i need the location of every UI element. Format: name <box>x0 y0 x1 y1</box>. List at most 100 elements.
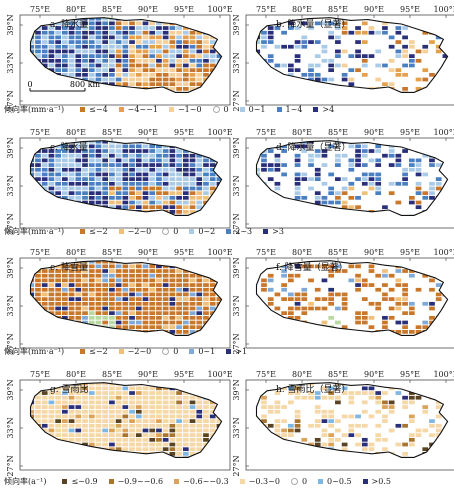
lon-tick-label: 100°E <box>207 248 232 257</box>
grid-cell <box>395 391 402 395</box>
legend-item: 0 <box>212 105 229 114</box>
grid-cell <box>182 391 189 395</box>
grid-cell <box>182 306 189 311</box>
grid-cell <box>176 297 182 301</box>
grid-cell <box>88 400 95 405</box>
grid-cell <box>415 191 422 196</box>
grid-cell <box>209 63 216 68</box>
grid-cell <box>308 40 314 44</box>
grid-cell <box>115 40 122 44</box>
grid-cell <box>156 72 162 77</box>
grid-cell <box>135 447 142 452</box>
grid-cell <box>176 325 182 330</box>
grid-cell <box>335 40 341 44</box>
grid-cell <box>281 264 287 269</box>
grid-cell <box>95 320 102 325</box>
grid-cell <box>301 264 308 269</box>
grid-cell <box>301 21 308 26</box>
grid-cell <box>328 35 335 40</box>
map-panel: 75°E80°E85°E90°E95°E100°E39°N33°N27°Nf. … <box>232 248 454 355</box>
grid-cell <box>102 144 109 149</box>
grid-cell <box>395 330 402 334</box>
grid-cell <box>35 287 41 292</box>
grid-cell <box>75 437 82 442</box>
grid-cell <box>361 283 368 287</box>
grid-cell <box>115 167 122 172</box>
lat-tick-label: 27°N <box>6 213 15 234</box>
grid-cell <box>203 177 209 181</box>
grid-cell <box>361 437 368 442</box>
grid-cell <box>68 35 75 40</box>
grid-cell <box>109 423 115 428</box>
grid-cell <box>149 21 156 26</box>
grid-cell <box>435 49 442 54</box>
grid-cell <box>375 144 382 149</box>
grid-cell <box>62 423 68 428</box>
grid-cell <box>408 163 415 167</box>
grid-cell <box>209 58 216 63</box>
grid-cell <box>182 297 189 301</box>
grid-cell <box>41 400 48 405</box>
panel-title: a. 降水量 <box>50 18 88 30</box>
lon-tick-label: 85°E <box>102 5 122 14</box>
grid-cell <box>368 158 375 163</box>
grid-cell <box>176 177 182 181</box>
grid-cell <box>314 72 321 77</box>
grid-cell <box>182 40 189 44</box>
legend-title: 倾向率(mm·a⁻¹) <box>4 227 65 236</box>
grid-cell <box>209 163 216 167</box>
grid-cell <box>102 149 109 153</box>
grid-cell <box>328 30 335 35</box>
grid-cell <box>203 63 209 68</box>
grid-cell <box>48 40 55 44</box>
grid-cell <box>149 437 156 442</box>
grid-cell <box>48 414 55 419</box>
grid-cell <box>149 200 156 205</box>
grid-cell <box>176 158 182 163</box>
lon-tick-label: 75°E <box>256 248 276 257</box>
lon-tick-label: 100°E <box>433 5 454 14</box>
grid-cell <box>82 40 88 44</box>
grid-cell <box>176 181 182 186</box>
grid-cell <box>169 181 176 186</box>
grid-cell <box>169 320 176 325</box>
grid-cell <box>88 153 95 158</box>
grid-cell <box>82 400 88 405</box>
legend-item: −0.9~−0.6 <box>108 477 163 486</box>
grid-cell <box>196 409 203 414</box>
grid-cell <box>402 49 408 54</box>
grid-cell <box>156 405 162 409</box>
grid-cell <box>88 195 95 200</box>
grid-cell <box>156 177 162 181</box>
lon-tick-label: 75°E <box>30 370 50 379</box>
grid-cell <box>328 442 335 447</box>
grid-cell <box>388 149 395 153</box>
grid-cell <box>169 330 176 334</box>
grid-cell <box>142 283 149 287</box>
grid-cell <box>395 301 402 306</box>
grid-cell <box>135 63 142 68</box>
grid-cell <box>169 325 176 330</box>
grid-cell <box>321 200 328 205</box>
grid-cell <box>281 311 287 316</box>
grid-cell <box>88 301 95 306</box>
grid-cell <box>162 158 169 163</box>
grid-cell <box>129 278 135 283</box>
grid-cell <box>189 283 196 287</box>
grid-cell <box>109 311 115 316</box>
grid-cell <box>408 433 415 438</box>
map-panel: 75°E80°E85°E90°E95°E100°E39°N33°N27°Nh. … <box>232 370 454 477</box>
grid-cell <box>341 63 348 68</box>
grid-cell <box>122 195 129 200</box>
grid-cell <box>348 82 355 87</box>
grid-cell <box>402 63 408 68</box>
grid-cell <box>267 58 274 63</box>
grid-cell <box>402 35 408 40</box>
grid-cell <box>156 68 162 73</box>
grid-cell <box>176 163 182 167</box>
grid-cell <box>48 301 55 306</box>
grid-cell <box>261 287 267 292</box>
grid-cell <box>203 306 209 311</box>
grid-cell <box>129 35 135 40</box>
grid-cell <box>169 287 176 292</box>
